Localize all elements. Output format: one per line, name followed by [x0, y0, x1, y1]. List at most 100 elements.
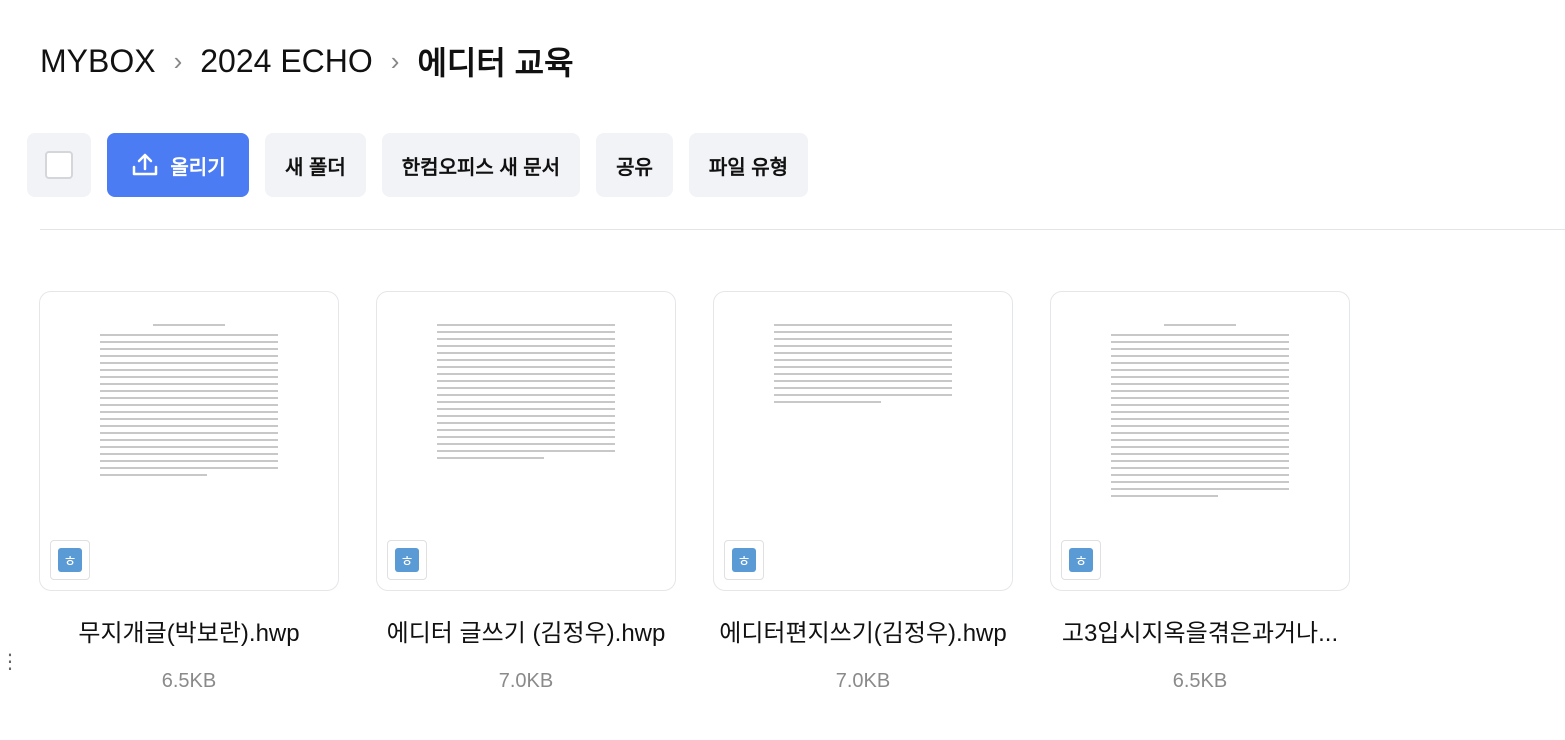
preview-line [100, 467, 278, 469]
new-folder-button[interactable]: 새 폴더 [265, 133, 366, 197]
select-all-checkbox[interactable] [27, 133, 91, 197]
preview-line [100, 390, 278, 392]
upload-label: 올리기 [170, 156, 226, 179]
divider [40, 229, 1565, 230]
chevron-right-icon: › [173, 45, 183, 76]
preview-line [437, 373, 615, 375]
preview-line [437, 408, 615, 410]
file-type-button[interactable]: 파일 유형 [688, 133, 809, 197]
breadcrumb-2024-echo[interactable]: 2024 ECHO [200, 42, 373, 79]
preview-line [100, 446, 278, 448]
preview-line [437, 345, 615, 347]
preview-line [100, 355, 278, 357]
file-name[interactable]: 고3입시지옥을겪은과거나... [1061, 620, 1339, 647]
preview-line [100, 411, 278, 413]
preview-line [1111, 474, 1289, 476]
preview-line [100, 432, 278, 434]
preview-line [100, 425, 278, 427]
preview-line [1111, 446, 1289, 448]
hwp-icon: ㅎ [724, 540, 764, 580]
file-name[interactable]: 에디터편지쓰기(김정우).hwp [719, 620, 1007, 647]
chevron-right-icon: › [390, 45, 400, 76]
preview-line [437, 429, 615, 431]
file-name[interactable]: 에디터 글쓰기 (김정우).hwp [386, 620, 666, 647]
preview-line [774, 324, 952, 326]
preview-line [774, 352, 952, 354]
preview-line [100, 383, 278, 385]
breadcrumb: MYBOX › 2024 ECHO › 에디터 교육 [40, 40, 574, 82]
preview-line [1111, 334, 1289, 336]
preview-line [437, 436, 615, 438]
preview-line [437, 450, 615, 452]
file-name[interactable]: 무지개글(박보란).hwp [78, 620, 300, 647]
preview-line [1111, 341, 1289, 343]
preview-line [100, 418, 278, 420]
hwp-icon: ㅎ [1061, 540, 1101, 580]
preview-line [1111, 397, 1289, 399]
preview-line [1111, 355, 1289, 357]
file-thumbnail[interactable]: ㅎ [376, 291, 676, 591]
preview-line [100, 341, 278, 343]
preview-line [774, 380, 952, 382]
preview-line [437, 422, 615, 424]
document-preview [437, 324, 615, 464]
file-grid: ㅎ 무지개글(박보란).hwp 6.5KB ㅎ 에디터 글쓰기 (김정우).hw… [39, 291, 1350, 693]
preview-line [437, 324, 615, 326]
file-thumbnail[interactable]: ㅎ [713, 291, 1013, 591]
file-size: 6.5KB [1172, 670, 1228, 692]
preview-line [1111, 460, 1289, 462]
preview-line [1111, 425, 1289, 427]
preview-line [1111, 495, 1218, 497]
hwp-icon: ㅎ [387, 540, 427, 580]
preview-line [774, 345, 952, 347]
preview-line [1111, 362, 1289, 364]
preview-line [1111, 481, 1289, 483]
preview-line [1111, 467, 1289, 469]
preview-line [100, 334, 278, 336]
preview-line [100, 460, 278, 462]
preview-line [100, 397, 278, 399]
preview-line [774, 331, 952, 333]
breadcrumb-mybox[interactable]: MYBOX [40, 42, 156, 79]
preview-line [437, 366, 615, 368]
preview-line [100, 439, 278, 441]
preview-line [100, 404, 278, 406]
file-thumbnail[interactable]: ㅎ [1050, 291, 1350, 591]
file-size: 7.0KB [498, 670, 554, 692]
preview-line [437, 394, 615, 396]
file-size: 7.0KB [835, 670, 891, 692]
preview-line [437, 401, 615, 403]
preview-line [774, 401, 881, 403]
preview-line [774, 373, 952, 375]
file-size: 6.5KB [161, 670, 217, 692]
preview-line [437, 387, 615, 389]
hancom-new-document-button[interactable]: 한컴오피스 새 문서 [381, 133, 581, 197]
preview-line [774, 366, 952, 368]
preview-line [1111, 376, 1289, 378]
file-card[interactable]: ㅎ 무지개글(박보란).hwp 6.5KB [39, 291, 339, 693]
hwp-icon: ㅎ [50, 540, 90, 580]
preview-line [1111, 453, 1289, 455]
file-card[interactable]: ㅎ 고3입시지옥을겪은과거나... 6.5KB [1050, 291, 1350, 693]
preview-line [1111, 418, 1289, 420]
file-card[interactable]: ㅎ 에디터편지쓰기(김정우).hwp 7.0KB [713, 291, 1013, 693]
preview-line [774, 387, 952, 389]
file-card[interactable]: ㅎ 에디터 글쓰기 (김정우).hwp 7.0KB [376, 291, 676, 693]
document-preview [1111, 324, 1289, 502]
file-thumbnail[interactable]: ㅎ [39, 291, 339, 591]
preview-line [1111, 488, 1289, 490]
preview-line [437, 415, 615, 417]
preview-line [774, 359, 952, 361]
share-button[interactable]: 공유 [596, 133, 673, 197]
preview-line [100, 474, 207, 476]
preview-line [100, 348, 278, 350]
upload-button[interactable]: 올리기 [107, 133, 249, 197]
preview-line [100, 369, 278, 371]
more-options-icon[interactable]: ⋮ [0, 651, 20, 673]
preview-line [1111, 348, 1289, 350]
preview-line [437, 352, 615, 354]
preview-line [100, 453, 278, 455]
checkbox-box [45, 151, 73, 179]
preview-line [100, 362, 278, 364]
document-preview [100, 324, 278, 481]
